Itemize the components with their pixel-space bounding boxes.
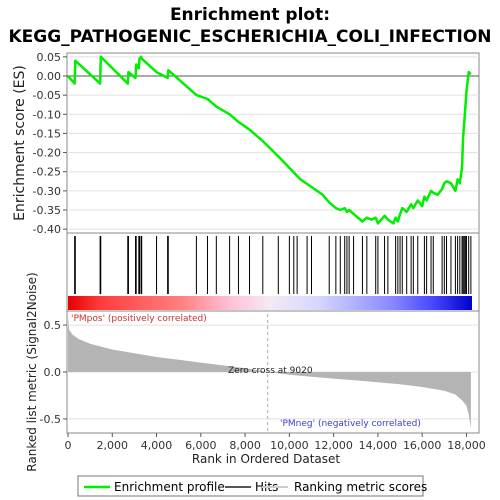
es-y-tick-label: 0.00 [37, 70, 62, 83]
x-tick-label: 2,000 [97, 439, 129, 452]
zero-cross-annotation: Zero cross at 9020 [228, 366, 313, 376]
chart-title-line1: Enrichment plot: [170, 5, 330, 25]
metric-panel: 0.5 0.0 -0.5 'PMpos' (positively correlate… [25, 272, 480, 472]
hits-panel [66, 232, 480, 312]
ranking-color-band [68, 296, 472, 310]
x-axis-ticks: 0 2,000 4,000 6,000 8,000 10,000 12,000 14,000 1… [65, 433, 486, 452]
es-y-tick-label: -0.30 [33, 185, 61, 198]
hit-lines [74, 236, 472, 294]
metric-y-axis-label: Ranked list metric (Signal2Noise) [25, 272, 39, 471]
es-y-tick-label: -0.35 [33, 204, 61, 217]
x-tick-label: 14,000 [359, 439, 398, 452]
es-panel: 0.05 0.00 -0.05 -0.10 -0.15 -0.20 -0.25 -0.30 -0… [12, 51, 480, 236]
es-y-tick-label: -0.10 [33, 108, 61, 121]
ranking-metric-area [68, 315, 471, 429]
x-tick-label: 16,000 [403, 439, 442, 452]
x-tick-label: 12,000 [314, 439, 353, 452]
pmneg-annotation: 'PMneg' (negatively correlated) [280, 419, 421, 429]
es-y-axis-label: Enrichment score (ES) [12, 65, 28, 221]
x-tick-label: 4,000 [141, 439, 173, 452]
pmpos-annotation: 'PMpos' (positively correlated) [71, 314, 207, 324]
x-axis-label: Rank in Ordered Dataset [192, 452, 340, 466]
metric-y-tick-label: 0.5 [44, 319, 62, 332]
es-y-tick-label: -0.20 [33, 147, 61, 160]
es-y-tick-label: -0.05 [33, 89, 61, 102]
legend-enrichment-label: Enrichment profile [114, 480, 225, 494]
x-tick-label: 18,000 [447, 439, 486, 452]
x-tick-label: 0 [65, 439, 72, 452]
metric-y-ticks: 0.5 0.0 -0.5 [40, 319, 67, 426]
metric-y-tick-label: -0.5 [40, 413, 61, 426]
es-y-tick-label: 0.05 [37, 51, 62, 64]
es-y-tick-label: -0.15 [33, 127, 61, 140]
es-y-tick-label: -0.25 [33, 166, 61, 179]
metric-y-tick-label: 0.0 [44, 366, 62, 379]
x-tick-label: 10,000 [270, 439, 309, 452]
x-tick-label: 6,000 [185, 439, 217, 452]
es-plot-frame [66, 52, 480, 234]
legend: Enrichment profile Hits Ranking metric s… [77, 475, 427, 497]
legend-metric-label: Ranking metric scores [294, 480, 427, 494]
enrichment-profile-line [67, 55, 472, 225]
chart-title-line2: KEGG_PATHOGENIC_ESCHERICHIA_COLI_INFECTI… [8, 27, 491, 47]
es-y-ticks: 0.05 0.00 -0.05 -0.10 -0.15 -0.20 -0.25 -0.30 -0… [33, 51, 67, 236]
es-y-tick-label: -0.40 [33, 223, 61, 236]
x-tick-label: 8,000 [229, 439, 261, 452]
